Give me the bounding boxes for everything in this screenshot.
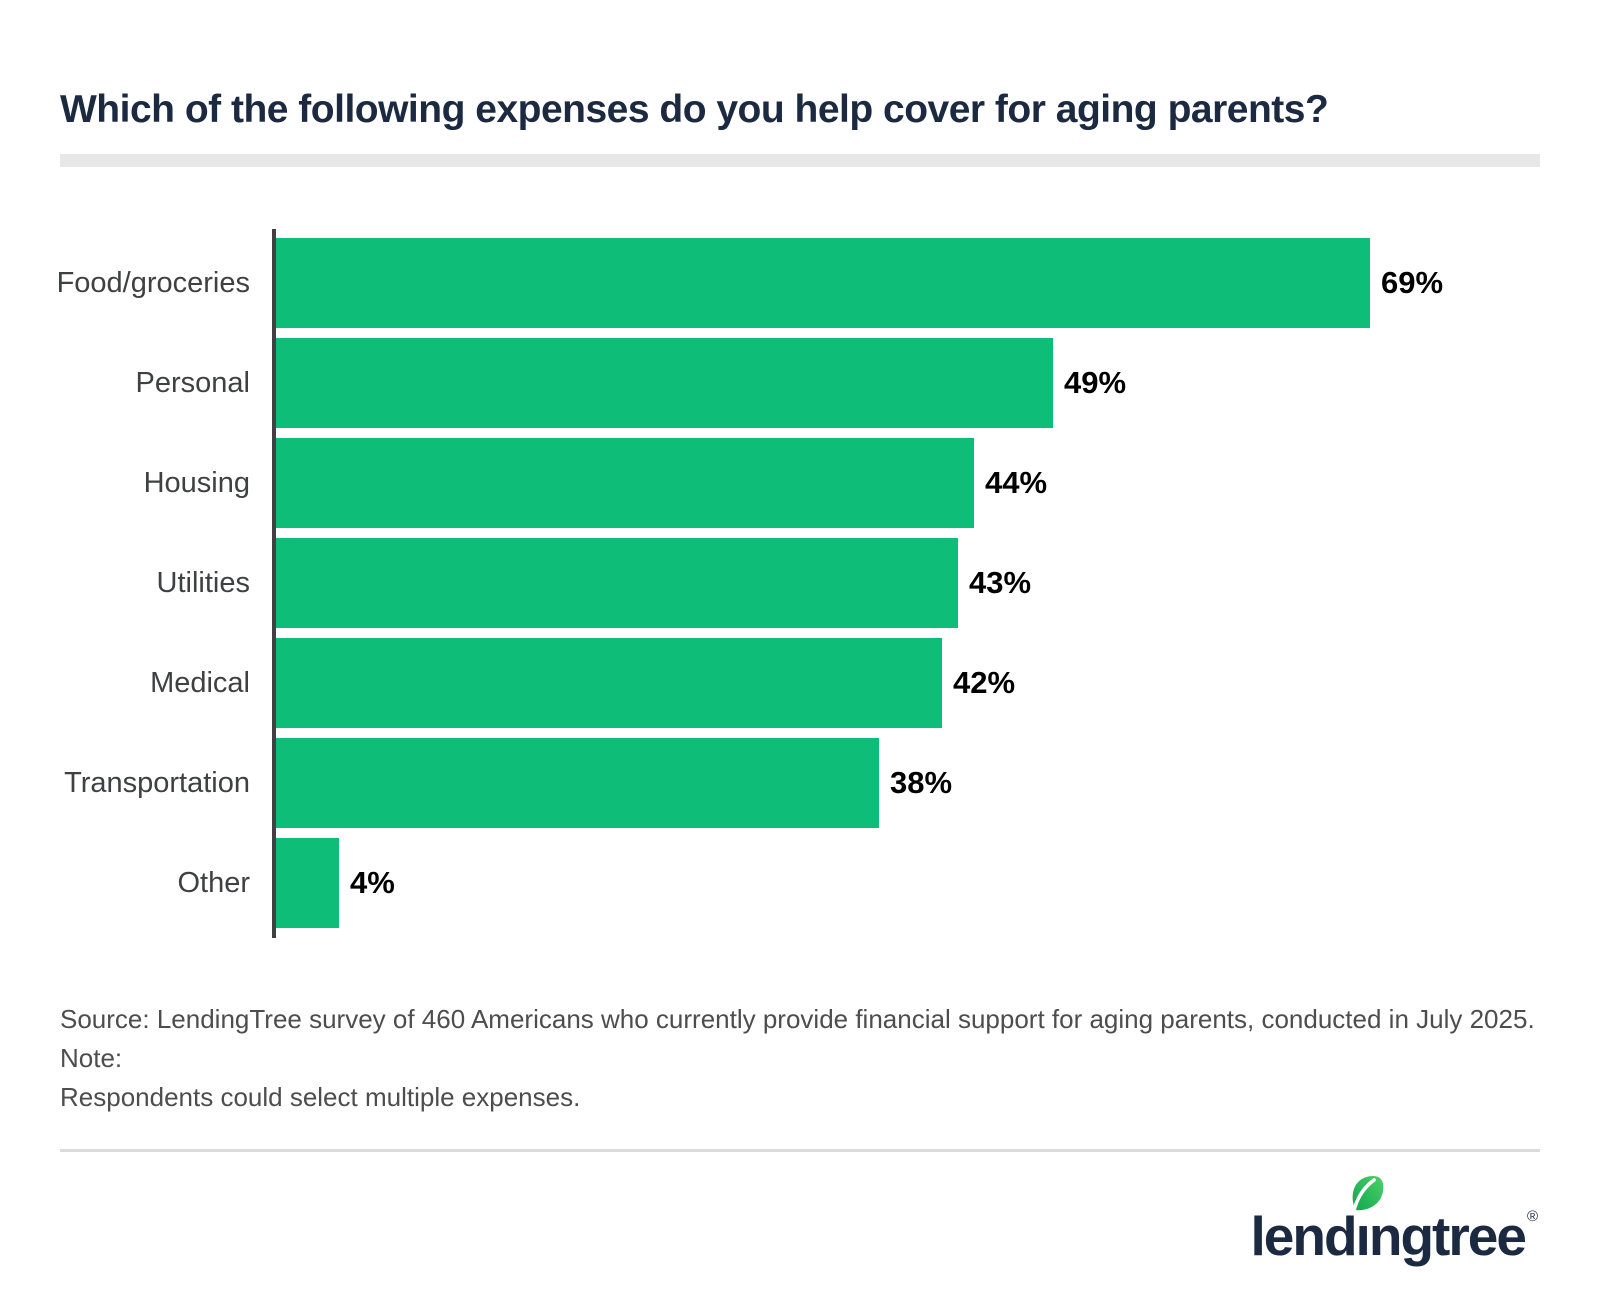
category-label: Medical [150,667,250,699]
source-note-line1: Source: LendingTree survey of 460 Americ… [60,1004,1535,1073]
bar [276,438,974,528]
category-label: Other [177,867,250,899]
value-label: 38% [890,765,953,800]
title-underline [60,154,1540,167]
y-axis-line [272,229,276,938]
source-note: Source: LendingTree survey of 460 Americ… [60,1000,1540,1117]
value-label: 49% [1064,365,1127,400]
bar [276,738,879,828]
bar [276,838,339,928]
value-label: 69% [1381,265,1444,300]
category-label: Food/groceries [56,267,250,299]
bar [276,238,1370,328]
lendingtree-logo: lendıngtree ® [1250,1175,1538,1272]
category-label: Utilities [156,567,250,599]
footer-divider [60,1149,1540,1152]
source-note-line2: Respondents could select multiple expens… [60,1082,581,1112]
category-label: Housing [143,467,250,499]
bar [276,638,942,728]
value-label: 43% [969,565,1032,600]
chart-title: Which of the following expenses do you h… [60,88,1329,131]
value-label: 44% [985,465,1048,500]
registered-mark: ® [1526,1208,1538,1225]
leaf-icon [1352,1175,1383,1211]
bar [276,338,1053,428]
logo-wordmark: lendıngtree [1250,1205,1527,1267]
category-label: Personal [135,367,250,399]
category-label: Transportation [64,767,250,799]
value-label: 42% [953,665,1016,700]
bar [276,538,958,628]
value-label: 4% [350,865,395,900]
